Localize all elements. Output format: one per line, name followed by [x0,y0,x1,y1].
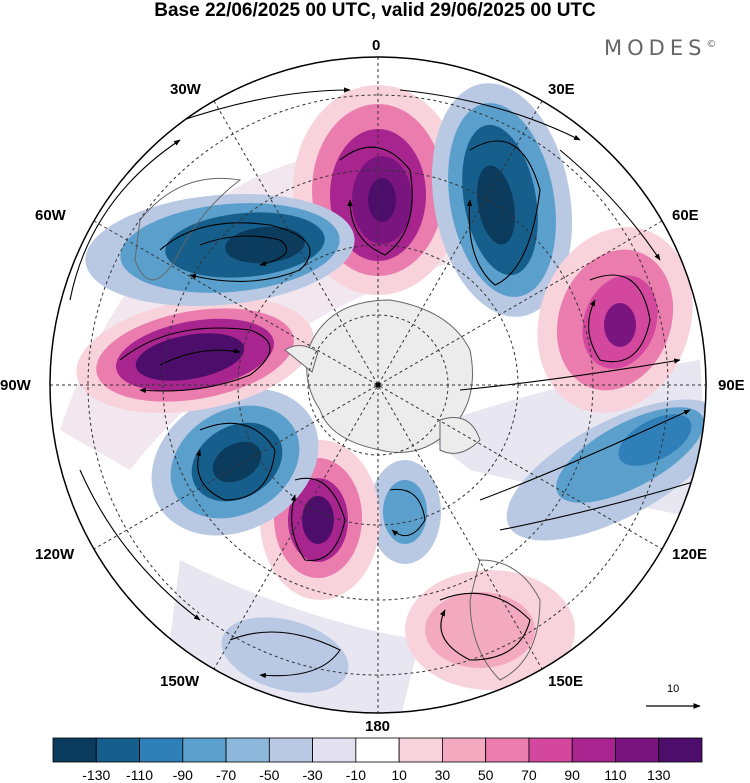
lon-label-120w: 120W [35,546,75,563]
colorbar-swatch [658,737,703,763]
lon-label-90e: 90E [718,377,745,394]
colorbar-tick-label: -10 [345,767,366,783]
colorbar-swatch [268,737,314,763]
colorbar-tick-label: 70 [521,767,537,783]
lon-label-0: 0 [372,37,381,54]
colorbar-tick-label: -130 [82,767,111,783]
colorbar-swatch [52,737,97,763]
colorbar-swatch [139,737,184,763]
colorbar-swatch [95,737,140,763]
colorbar-tick-label: -90 [172,767,193,783]
modes-logo: MODES© [604,36,717,60]
lon-label-120e: 120E [672,546,708,563]
colorbar-swatch [615,737,660,763]
colorbar-swatch [355,737,400,763]
lon-label-60w: 60W [35,207,66,224]
colorbar-tick-label: -50 [259,767,280,783]
colorbar-swatch [398,737,443,763]
colorbar-swatch [225,737,270,763]
map-boundary [49,56,707,714]
lon-label-30w: 30W [170,81,201,98]
colorbar-tick-label: -110 [126,767,154,783]
colorbar-tick-label: -30 [302,767,323,783]
lon-label-150w: 150W [160,673,200,690]
colorbar-tick-label: 30 [434,767,451,783]
colorbar-tick-label: 130 [647,767,671,783]
colorbar-swatch [528,737,573,763]
colorbar-swatch [441,737,487,763]
lon-label-150e: 150E [548,673,584,690]
map-title: Base 22/06/2025 00 UTC, valid 29/06/2025… [154,0,596,21]
lon-label-30e: 30E [548,81,575,98]
colorbar-swatch [182,737,227,763]
colorbar-tick-label: 90 [564,767,580,783]
colorbar [52,737,703,763]
colorbar-swatch [571,737,616,763]
colorbar-swatch [312,737,357,763]
lon-label-180: 180 [365,718,391,735]
lon-label-90w: 90W [0,377,31,394]
colorbar-tick-label: 10 [391,767,407,783]
reference-vector-label: 10 [667,683,680,695]
colorbar-tick-label: 110 [604,767,627,783]
colorbar-tick-label: 50 [477,767,494,783]
colorbar-tick-label: -70 [215,767,237,783]
grid-lines [50,57,706,713]
lon-label-60e: 60E [672,207,699,224]
colorbar-swatch [485,737,530,763]
